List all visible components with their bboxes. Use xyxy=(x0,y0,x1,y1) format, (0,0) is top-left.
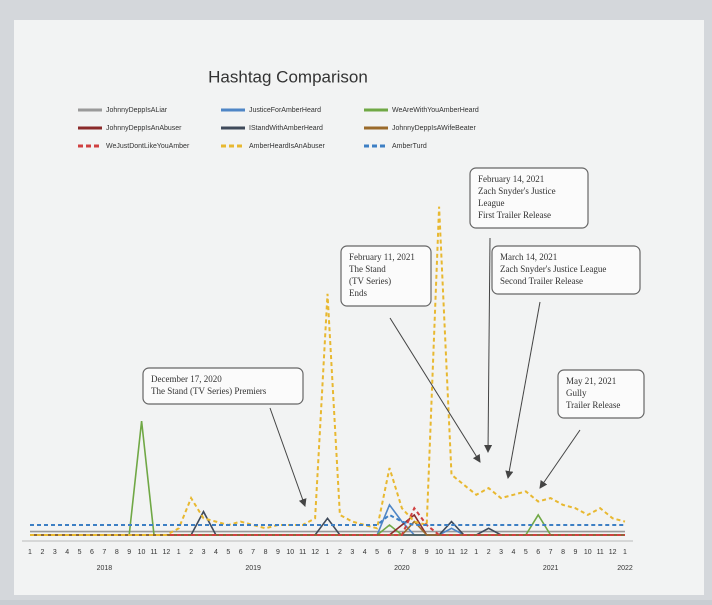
annotation-text: May 21, 2021 xyxy=(566,376,616,386)
x-tick-label: 2 xyxy=(189,549,193,556)
x-tick-label: 1 xyxy=(623,549,627,556)
legend-label: JohnnyDeppIsAWifeBeater xyxy=(392,125,476,132)
x-tick-label: 1 xyxy=(326,549,330,556)
x-tick-label: 12 xyxy=(162,549,170,556)
annotation-box xyxy=(142,367,304,405)
annotation-arrow xyxy=(389,317,481,463)
x-tick-label: 11 xyxy=(299,549,306,556)
x-tick-label: 3 xyxy=(350,549,354,556)
x-tick-label: 1 xyxy=(177,549,181,556)
legend-label: JusticeForAmberHeard xyxy=(249,107,321,114)
annotation-box xyxy=(557,369,645,419)
x-tick-label: 6 xyxy=(536,549,540,556)
x-tick-label: 1 xyxy=(28,549,32,556)
annotation-text: December 17, 2020 xyxy=(151,374,222,384)
annotation-text: Second Trailer Release xyxy=(500,276,583,286)
chart-title: Hashtag Comparison xyxy=(208,67,368,86)
x-tick-label: 12 xyxy=(311,549,319,556)
x-tick-label: 1 xyxy=(474,549,478,556)
legend-label: IStandWithAmberHeard xyxy=(249,125,323,132)
legend-label: WeAreWithYouAmberHeard xyxy=(392,107,479,114)
x-tick-label: 12 xyxy=(460,549,468,556)
x-tick-label: 9 xyxy=(127,549,131,556)
year-label: 2020 xyxy=(394,565,410,572)
x-tick-label: 7 xyxy=(549,549,553,556)
series-line xyxy=(30,206,626,536)
x-tick-label: 5 xyxy=(226,549,230,556)
x-tick-label: 8 xyxy=(115,549,119,556)
annotation-text: The Stand (TV Series) Premiers xyxy=(151,386,267,396)
x-tick-label: 5 xyxy=(375,549,379,556)
x-tick-label: 3 xyxy=(202,549,206,556)
annotation-text: (TV Series) xyxy=(349,276,391,286)
x-tick-label: 4 xyxy=(214,549,218,556)
annotation-text: March 14, 2021 xyxy=(500,252,557,262)
annotation-text: Zach Snyder's Justice League xyxy=(500,264,606,274)
annotation-text: First Trailer Release xyxy=(478,210,551,220)
x-tick-label: 8 xyxy=(561,549,565,556)
x-tick-label: 6 xyxy=(239,549,243,556)
x-tick-label: 3 xyxy=(53,549,57,556)
annotation-text: League xyxy=(478,198,504,208)
chart-area xyxy=(14,20,704,595)
annotation-arrow xyxy=(484,237,493,453)
x-tick-label: 8 xyxy=(264,549,268,556)
x-tick-label: 2 xyxy=(487,549,491,556)
x-tick-label: 5 xyxy=(524,549,528,556)
annotation-text: February 14, 2021 xyxy=(478,174,544,184)
x-tick-label: 7 xyxy=(251,549,255,556)
x-tick-label: 4 xyxy=(511,549,515,556)
x-tick-label: 12 xyxy=(609,549,617,556)
legend-label: WeJustDontLikeYouAmber xyxy=(106,143,190,150)
year-label: 2018 xyxy=(97,565,113,572)
annotation-arrow xyxy=(505,301,541,479)
x-tick-label: 10 xyxy=(584,549,592,556)
x-tick-label: 6 xyxy=(90,549,94,556)
legend-label: AmberTurd xyxy=(392,143,427,150)
annotation-text: Zach Snyder's Justice xyxy=(478,186,556,196)
x-tick-label: 7 xyxy=(102,549,106,556)
year-label: 2021 xyxy=(543,565,559,572)
annotation-box xyxy=(469,167,589,229)
x-tick-label: 2 xyxy=(338,549,342,556)
x-tick-label: 11 xyxy=(150,549,157,556)
x-tick-label: 10 xyxy=(286,549,294,556)
x-tick-label: 6 xyxy=(388,549,392,556)
x-tick-label: 2 xyxy=(40,549,44,556)
legend-label: JohnnyDeppIsALiar xyxy=(106,107,168,114)
annotation-text: The Stand xyxy=(349,264,386,274)
x-tick-label: 11 xyxy=(597,549,604,556)
x-tick-label: 10 xyxy=(138,549,146,556)
year-label: 2022 xyxy=(617,565,633,572)
annotation-box xyxy=(340,245,432,307)
x-tick-label: 11 xyxy=(448,549,455,556)
annotation-box xyxy=(491,245,641,295)
year-label: 2019 xyxy=(245,565,261,572)
annotation-text: Ends xyxy=(349,288,367,298)
annotation-text: Gully xyxy=(566,388,587,398)
annotation-text: Trailer Release xyxy=(566,400,620,410)
x-tick-label: 3 xyxy=(499,549,503,556)
x-tick-label: 10 xyxy=(435,549,443,556)
x-tick-label: 9 xyxy=(573,549,577,556)
series-line xyxy=(30,513,625,526)
legend-label: JohnnyDeppIsAnAbuser xyxy=(106,125,182,132)
annotation-text: February 11, 2021 xyxy=(349,252,415,262)
annotation-arrow xyxy=(269,407,307,507)
x-tick-label: 4 xyxy=(363,549,367,556)
x-tick-label: 4 xyxy=(65,549,69,556)
x-tick-label: 9 xyxy=(425,549,429,556)
x-tick-label: 5 xyxy=(78,549,82,556)
x-tick-label: 9 xyxy=(276,549,280,556)
annotation-arrow xyxy=(539,429,581,489)
x-tick-label: 8 xyxy=(412,549,416,556)
x-tick-label: 7 xyxy=(400,549,404,556)
legend-label: AmberHeardIsAnAbuser xyxy=(249,143,326,150)
